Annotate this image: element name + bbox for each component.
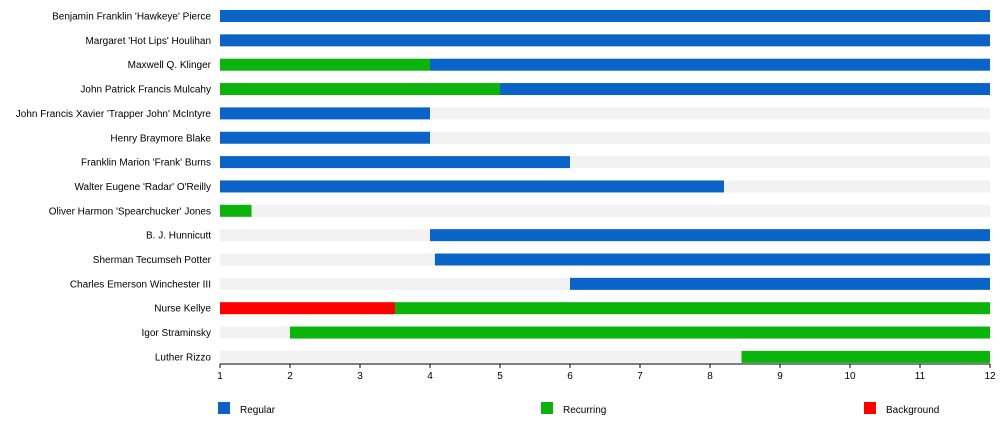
row-label: John Patrick Francis Mulcahy <box>80 85 211 96</box>
bar-segment-regular <box>434 253 990 266</box>
x-tick-label: 8 <box>707 371 713 382</box>
x-tick-label: 9 <box>777 371 783 382</box>
row-label: Henry Braymore Blake <box>110 133 211 144</box>
bar-segment-regular <box>220 156 570 169</box>
bar-segment-background <box>220 302 395 315</box>
x-tick-label: 4 <box>427 371 433 382</box>
bar-segment-recurring <box>395 302 990 315</box>
x-tick-label: 7 <box>637 371 643 382</box>
row-label: Luther Rizzo <box>155 352 212 363</box>
bar-segment-recurring <box>220 204 252 217</box>
x-tick-label: 6 <box>567 371 573 382</box>
row-labels: Benjamin Franklin 'Hawkeye' Pierce Margar… <box>16 12 212 364</box>
bar-series <box>220 10 990 363</box>
x-tick-label: 2 <box>287 371 293 382</box>
row-label: Benjamin Franklin 'Hawkeye' Pierce <box>52 12 211 23</box>
row-label: Sherman Tecumseh Potter <box>93 255 212 266</box>
bar-segment-regular <box>430 229 990 242</box>
x-tick-label: 5 <box>497 371 503 382</box>
bar-segment-regular <box>430 58 990 71</box>
x-tick-label: 12 <box>984 371 996 382</box>
legend-label: Regular <box>240 405 276 416</box>
x-tick-label: 10 <box>844 371 856 382</box>
row-label: Margaret 'Hot Lips' Houlihan <box>85 36 211 47</box>
x-tick-label: 3 <box>357 371 363 382</box>
legend-swatch-background <box>864 402 876 414</box>
bar-segment-recurring <box>290 326 990 339</box>
bar-segment-regular <box>220 131 430 144</box>
legend-label: Background <box>886 405 939 416</box>
legend: Regular Recurring Background <box>218 402 939 416</box>
legend-swatch-recurring <box>541 402 553 414</box>
legend-label: Recurring <box>563 405 606 416</box>
row-label: Oliver Harmon 'Spearchucker' Jones <box>49 206 211 217</box>
bar-segment-regular <box>220 107 430 120</box>
row-label: B. J. Hunnicutt <box>146 231 211 242</box>
legend-swatch-regular <box>218 402 230 414</box>
row-label: John Francis Xavier 'Trapper John' McInt… <box>16 109 212 120</box>
bar-segment-regular <box>500 83 990 96</box>
bar-segment-regular <box>220 10 990 22</box>
x-tick-label: 11 <box>915 371 926 382</box>
bar-segment-regular <box>220 34 990 47</box>
bar-segment-recurring <box>220 58 430 71</box>
row-label: Igor Straminsky <box>142 328 211 339</box>
bar-segment-recurring <box>220 83 500 96</box>
x-tick-label: 1 <box>217 371 223 382</box>
bar-segment-regular <box>570 277 990 290</box>
row-track <box>220 204 990 217</box>
row-label: Nurse Kellye <box>154 304 211 315</box>
row-label: Franklin Marion 'Frank' Burns <box>81 158 211 169</box>
row-label: Charles Emerson Winchester III <box>70 279 211 290</box>
x-axis: 1 2 3 4 5 6 7 8 9 10 11 12 <box>217 363 996 382</box>
row-label: Maxwell Q. Klinger <box>128 60 212 71</box>
row-label: Walter Eugene 'Radar' O'Reilly <box>74 182 211 193</box>
bar-segment-recurring <box>741 350 990 363</box>
bar-segment-regular <box>220 180 724 193</box>
